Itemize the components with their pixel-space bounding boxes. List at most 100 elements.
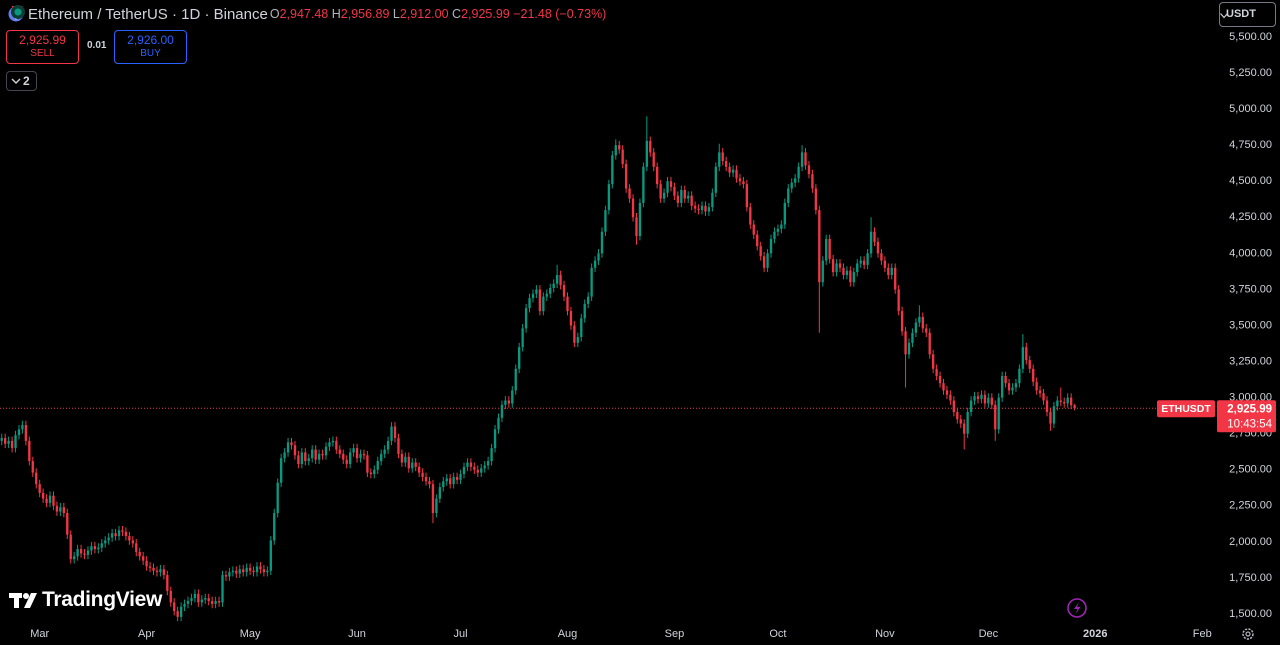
ohlc-key: O <box>269 7 280 21</box>
candle-body <box>587 296 590 304</box>
candle-body <box>787 188 790 203</box>
candle-body <box>811 174 814 189</box>
candle-body <box>918 316 921 323</box>
candle-body <box>845 270 849 276</box>
candle-body <box>638 202 642 237</box>
candle-body <box>28 440 31 462</box>
candle-body <box>255 566 259 573</box>
candle-body <box>635 217 638 237</box>
indicators-toggle[interactable]: 2 <box>6 71 37 91</box>
y-tick-label: 4,250.00 <box>1229 211 1272 223</box>
candle-body <box>738 178 742 182</box>
candle-body <box>1028 360 1031 369</box>
candle-body <box>90 546 93 551</box>
candle-body <box>197 593 200 603</box>
candle-body <box>459 474 462 480</box>
candle-body <box>869 231 873 254</box>
candle-body <box>611 155 614 185</box>
x-tick-label: Aug <box>558 628 578 640</box>
candle-body <box>121 530 124 532</box>
buy-button[interactable]: 2,926.00 BUY <box>114 30 187 64</box>
candle-body <box>963 423 966 434</box>
spread: 0.01 <box>87 40 107 51</box>
candle-body <box>762 256 766 268</box>
candle-body <box>204 598 207 600</box>
candle-body <box>72 556 76 560</box>
candle-body <box>231 570 235 573</box>
candle-body <box>373 469 376 475</box>
currency-button[interactable]: USDT <box>1219 2 1276 27</box>
candle-body <box>497 417 500 430</box>
candle-body <box>107 537 110 541</box>
sell-button[interactable]: 2,925.99 SELL <box>6 30 79 64</box>
candle-body <box>124 531 128 537</box>
candle-body <box>76 549 79 557</box>
candle-body <box>407 456 410 469</box>
candle-body <box>535 289 538 294</box>
candle-body <box>697 208 700 211</box>
candle-body <box>273 513 276 541</box>
ohlc-key: H <box>331 7 341 21</box>
candle-body <box>307 458 310 462</box>
symbol-title[interactable]: Ethereum / TetherUS · 1D · Binance <box>28 5 268 23</box>
candle-body <box>1025 347 1028 361</box>
candle-body <box>514 368 517 391</box>
candle-body <box>866 253 869 265</box>
candle-body <box>780 224 783 229</box>
logo-text: TradingView <box>42 588 163 611</box>
y-tick-label: 1,500.00 <box>1229 608 1272 620</box>
candle-body <box>804 152 807 166</box>
candle-body <box>752 224 755 235</box>
candle-body <box>217 601 221 603</box>
candle-body <box>704 205 707 212</box>
y-tick-label: 3,250.00 <box>1229 355 1272 367</box>
alert-icon[interactable] <box>1067 598 1087 618</box>
candle-body <box>69 534 72 560</box>
buy-label: BUY <box>140 48 161 59</box>
candle-body <box>386 440 390 450</box>
candle-body <box>324 446 328 456</box>
candle-body <box>242 569 245 573</box>
candle-body <box>942 383 945 391</box>
candle-body <box>745 184 749 208</box>
candle-body <box>835 263 838 273</box>
candle-body <box>707 207 711 212</box>
candle-body <box>35 472 38 485</box>
candle-body <box>831 259 835 273</box>
candle-body <box>248 567 252 571</box>
candle-body <box>590 267 593 297</box>
candle-body <box>428 481 431 485</box>
candle-body <box>900 311 904 332</box>
candle-body <box>800 152 804 167</box>
candle-body <box>152 567 155 571</box>
y-tick-label: 4,000.00 <box>1229 247 1272 259</box>
candle-body <box>466 462 469 467</box>
candle-body <box>93 546 97 550</box>
candle-body <box>297 455 300 464</box>
x-tick-label: Mar <box>30 628 49 640</box>
candle-body <box>621 149 624 164</box>
candle-body <box>693 205 697 209</box>
countdown-label: 10:43:54 <box>1227 418 1272 430</box>
sell-price: 2,925.99 <box>19 33 66 47</box>
candle-body <box>928 332 931 355</box>
candle-body <box>980 394 983 400</box>
settings-icon[interactable] <box>1242 628 1254 640</box>
candle-body <box>583 303 586 319</box>
candle-body <box>1014 383 1018 388</box>
candle-body <box>252 570 255 573</box>
candle-body <box>566 296 569 312</box>
candle-body <box>114 533 117 537</box>
candle-body <box>4 438 7 444</box>
candle-body <box>642 166 645 203</box>
candle-body <box>476 469 479 473</box>
y-tick-label: 2,000.00 <box>1229 536 1272 548</box>
candle-body <box>1049 412 1052 424</box>
candle-body <box>607 184 611 211</box>
candle-body <box>614 145 617 156</box>
candle-body <box>1056 400 1059 407</box>
sell-label: SELL <box>30 48 55 59</box>
candle-body <box>645 140 648 167</box>
